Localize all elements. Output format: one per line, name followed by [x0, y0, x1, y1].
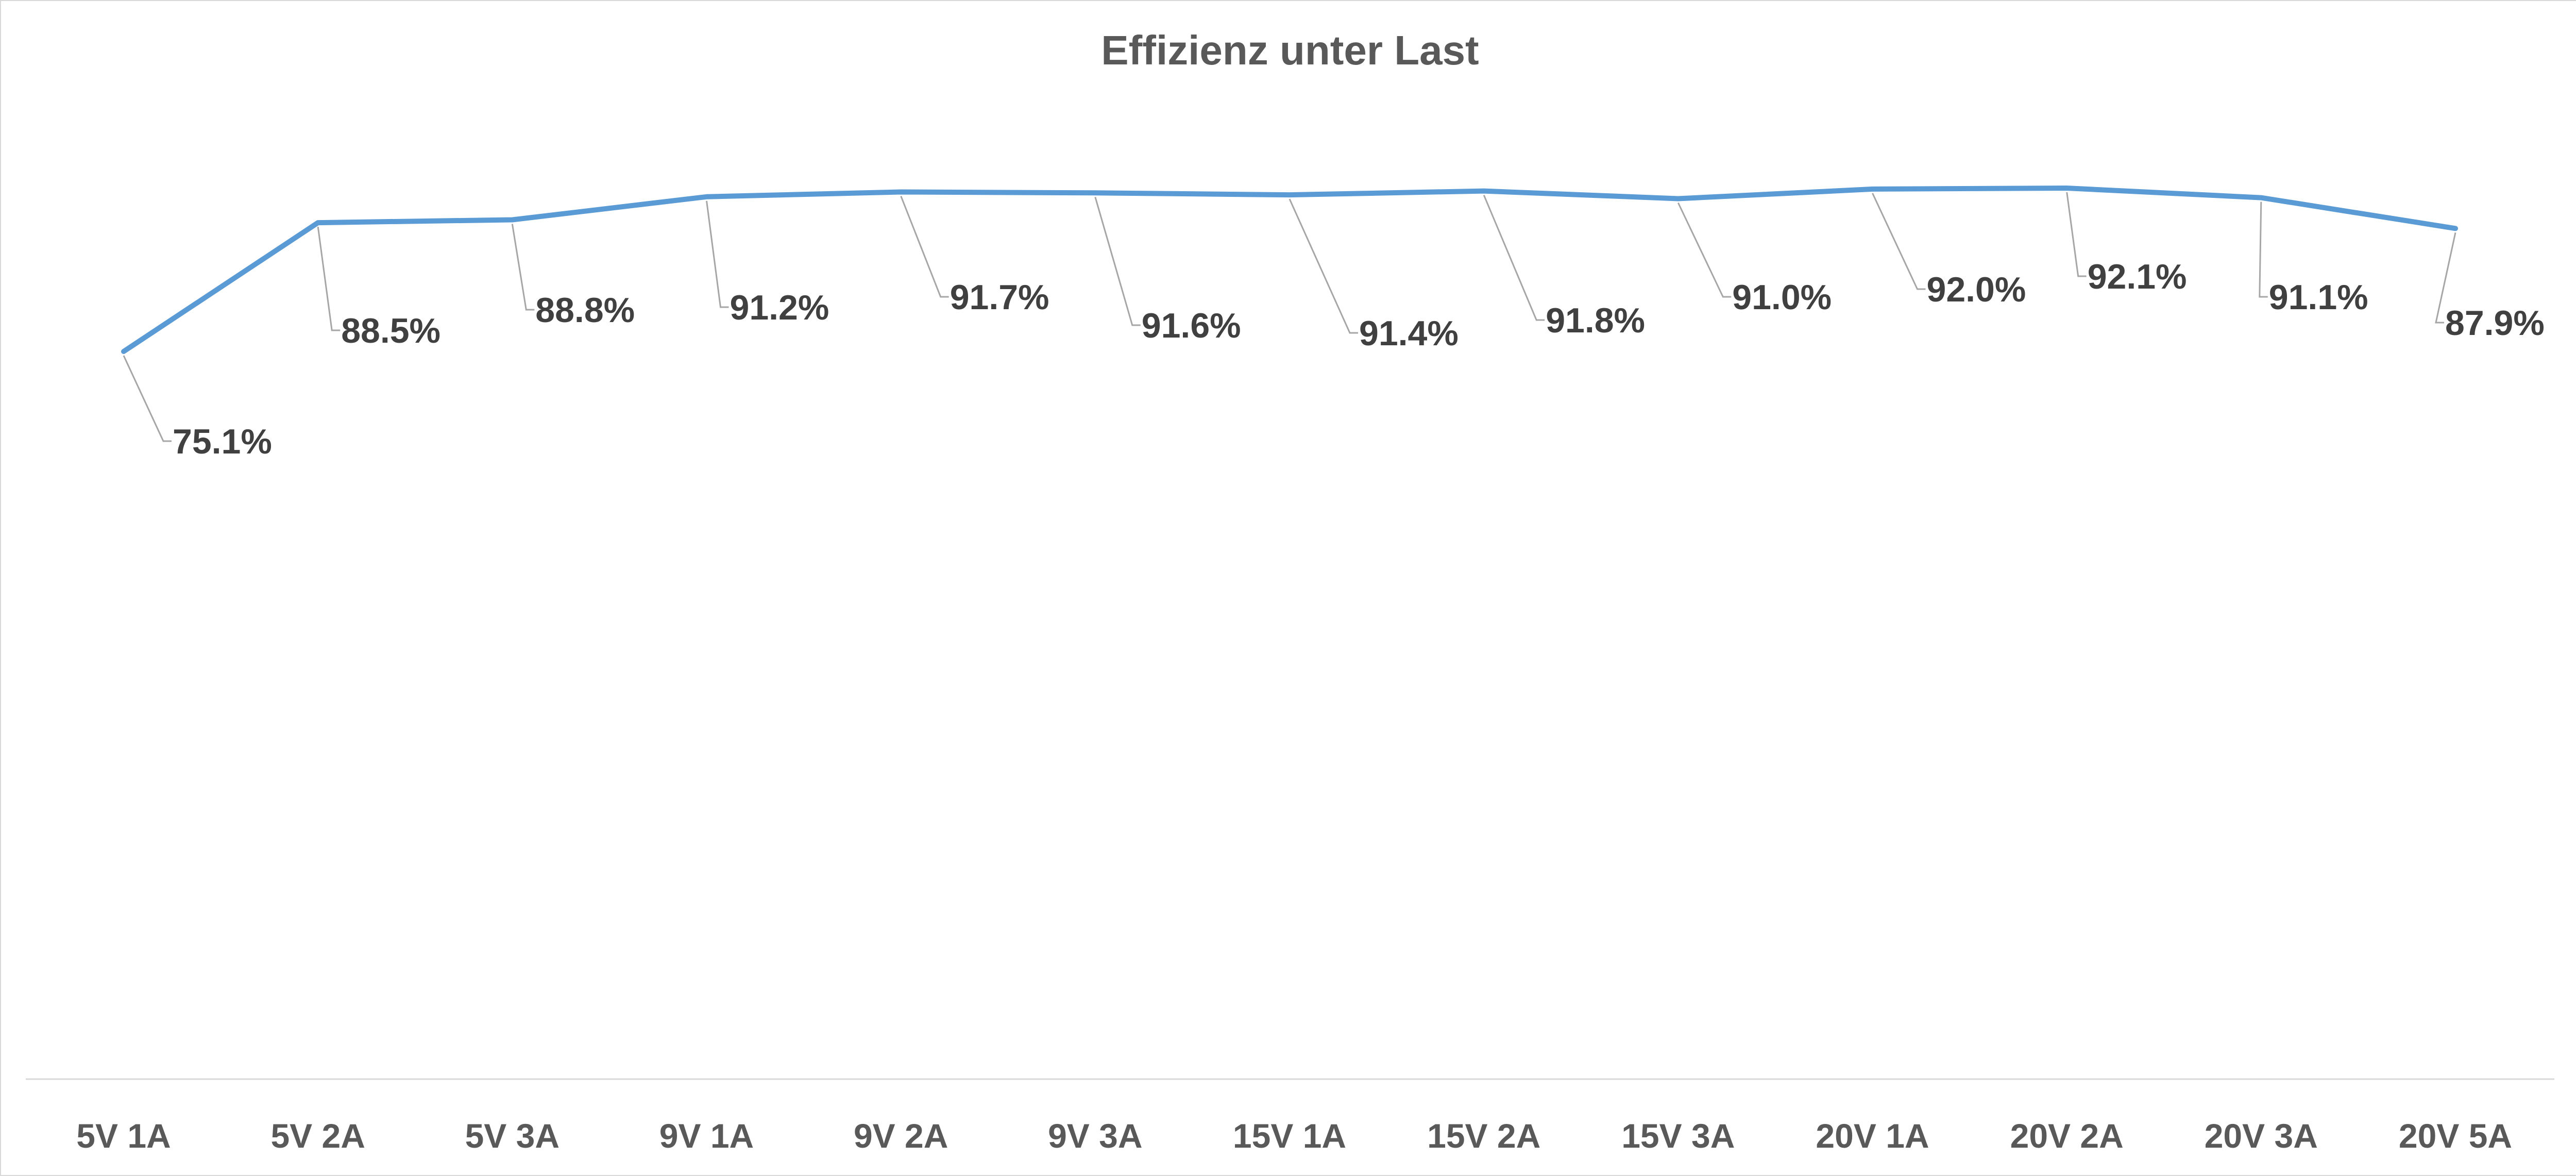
leader-line [1289, 198, 1358, 334]
data-label: 92.1% [2088, 257, 2187, 296]
data-label: 75.1% [173, 422, 272, 461]
x-tick-label: 5V 2A [270, 1117, 365, 1155]
x-tick-label: 15V 1A [1233, 1117, 1346, 1155]
x-tick-label: 20V 1A [1816, 1117, 1929, 1155]
data-label: 91.6% [1142, 306, 1241, 345]
leader-line [1872, 193, 1926, 290]
x-tick-label: 5V 3A [465, 1117, 560, 1155]
leader-line [1483, 195, 1545, 321]
data-label: 91.0% [1732, 278, 1832, 317]
leader-line [123, 355, 172, 442]
leader-line [2259, 201, 2268, 298]
data-label: 91.8% [1546, 301, 1645, 340]
series-line-layer [121, 186, 2458, 354]
data-label: 92.0% [1927, 270, 2026, 309]
data-label-layer: 75.1% 88.5% 88.8% 91.2% 91.7% 91.6% 91.4% 91.8%… [173, 257, 2545, 461]
leader-line-layer [123, 192, 2456, 442]
x-tick-label: 9V 2A [854, 1117, 948, 1155]
leader-line [2066, 192, 2087, 277]
series-line [121, 186, 2458, 354]
x-tick-label: 15V 2A [1427, 1117, 1540, 1155]
data-label: 88.8% [535, 291, 635, 330]
x-tick-label: 5V 1A [76, 1117, 171, 1155]
leader-line [511, 224, 535, 311]
x-tick-label: 20V 3A [2205, 1117, 2318, 1155]
x-tick-label: 20V 5A [2399, 1117, 2512, 1155]
data-label: 88.5% [341, 311, 440, 350]
chart-title: Effizienz unter Last [1101, 27, 1479, 73]
x-tick-label: 20V 2A [2010, 1117, 2124, 1155]
x-tick-label: 9V 1A [659, 1117, 754, 1155]
x-tick-label: 9V 3A [1048, 1117, 1142, 1155]
data-label: 91.7% [950, 278, 1049, 317]
leader-line [1677, 202, 1732, 298]
x-tick-label: 15V 3A [1621, 1117, 1735, 1155]
data-label: 91.4% [1359, 314, 1459, 353]
leader-line [900, 195, 949, 298]
data-label: 87.9% [2445, 304, 2545, 343]
data-label: 91.2% [730, 288, 829, 327]
data-label: 91.1% [2269, 278, 2368, 317]
leader-line [2435, 232, 2456, 324]
leader-line [1094, 196, 1141, 326]
leader-line [706, 200, 729, 308]
x-tick-label-layer: 5V 1A 5V 2A 5V 3A 9V 1A 9V 2A 9V 3A 15V 1A 15V … [76, 1117, 2512, 1155]
leader-line [317, 226, 341, 331]
